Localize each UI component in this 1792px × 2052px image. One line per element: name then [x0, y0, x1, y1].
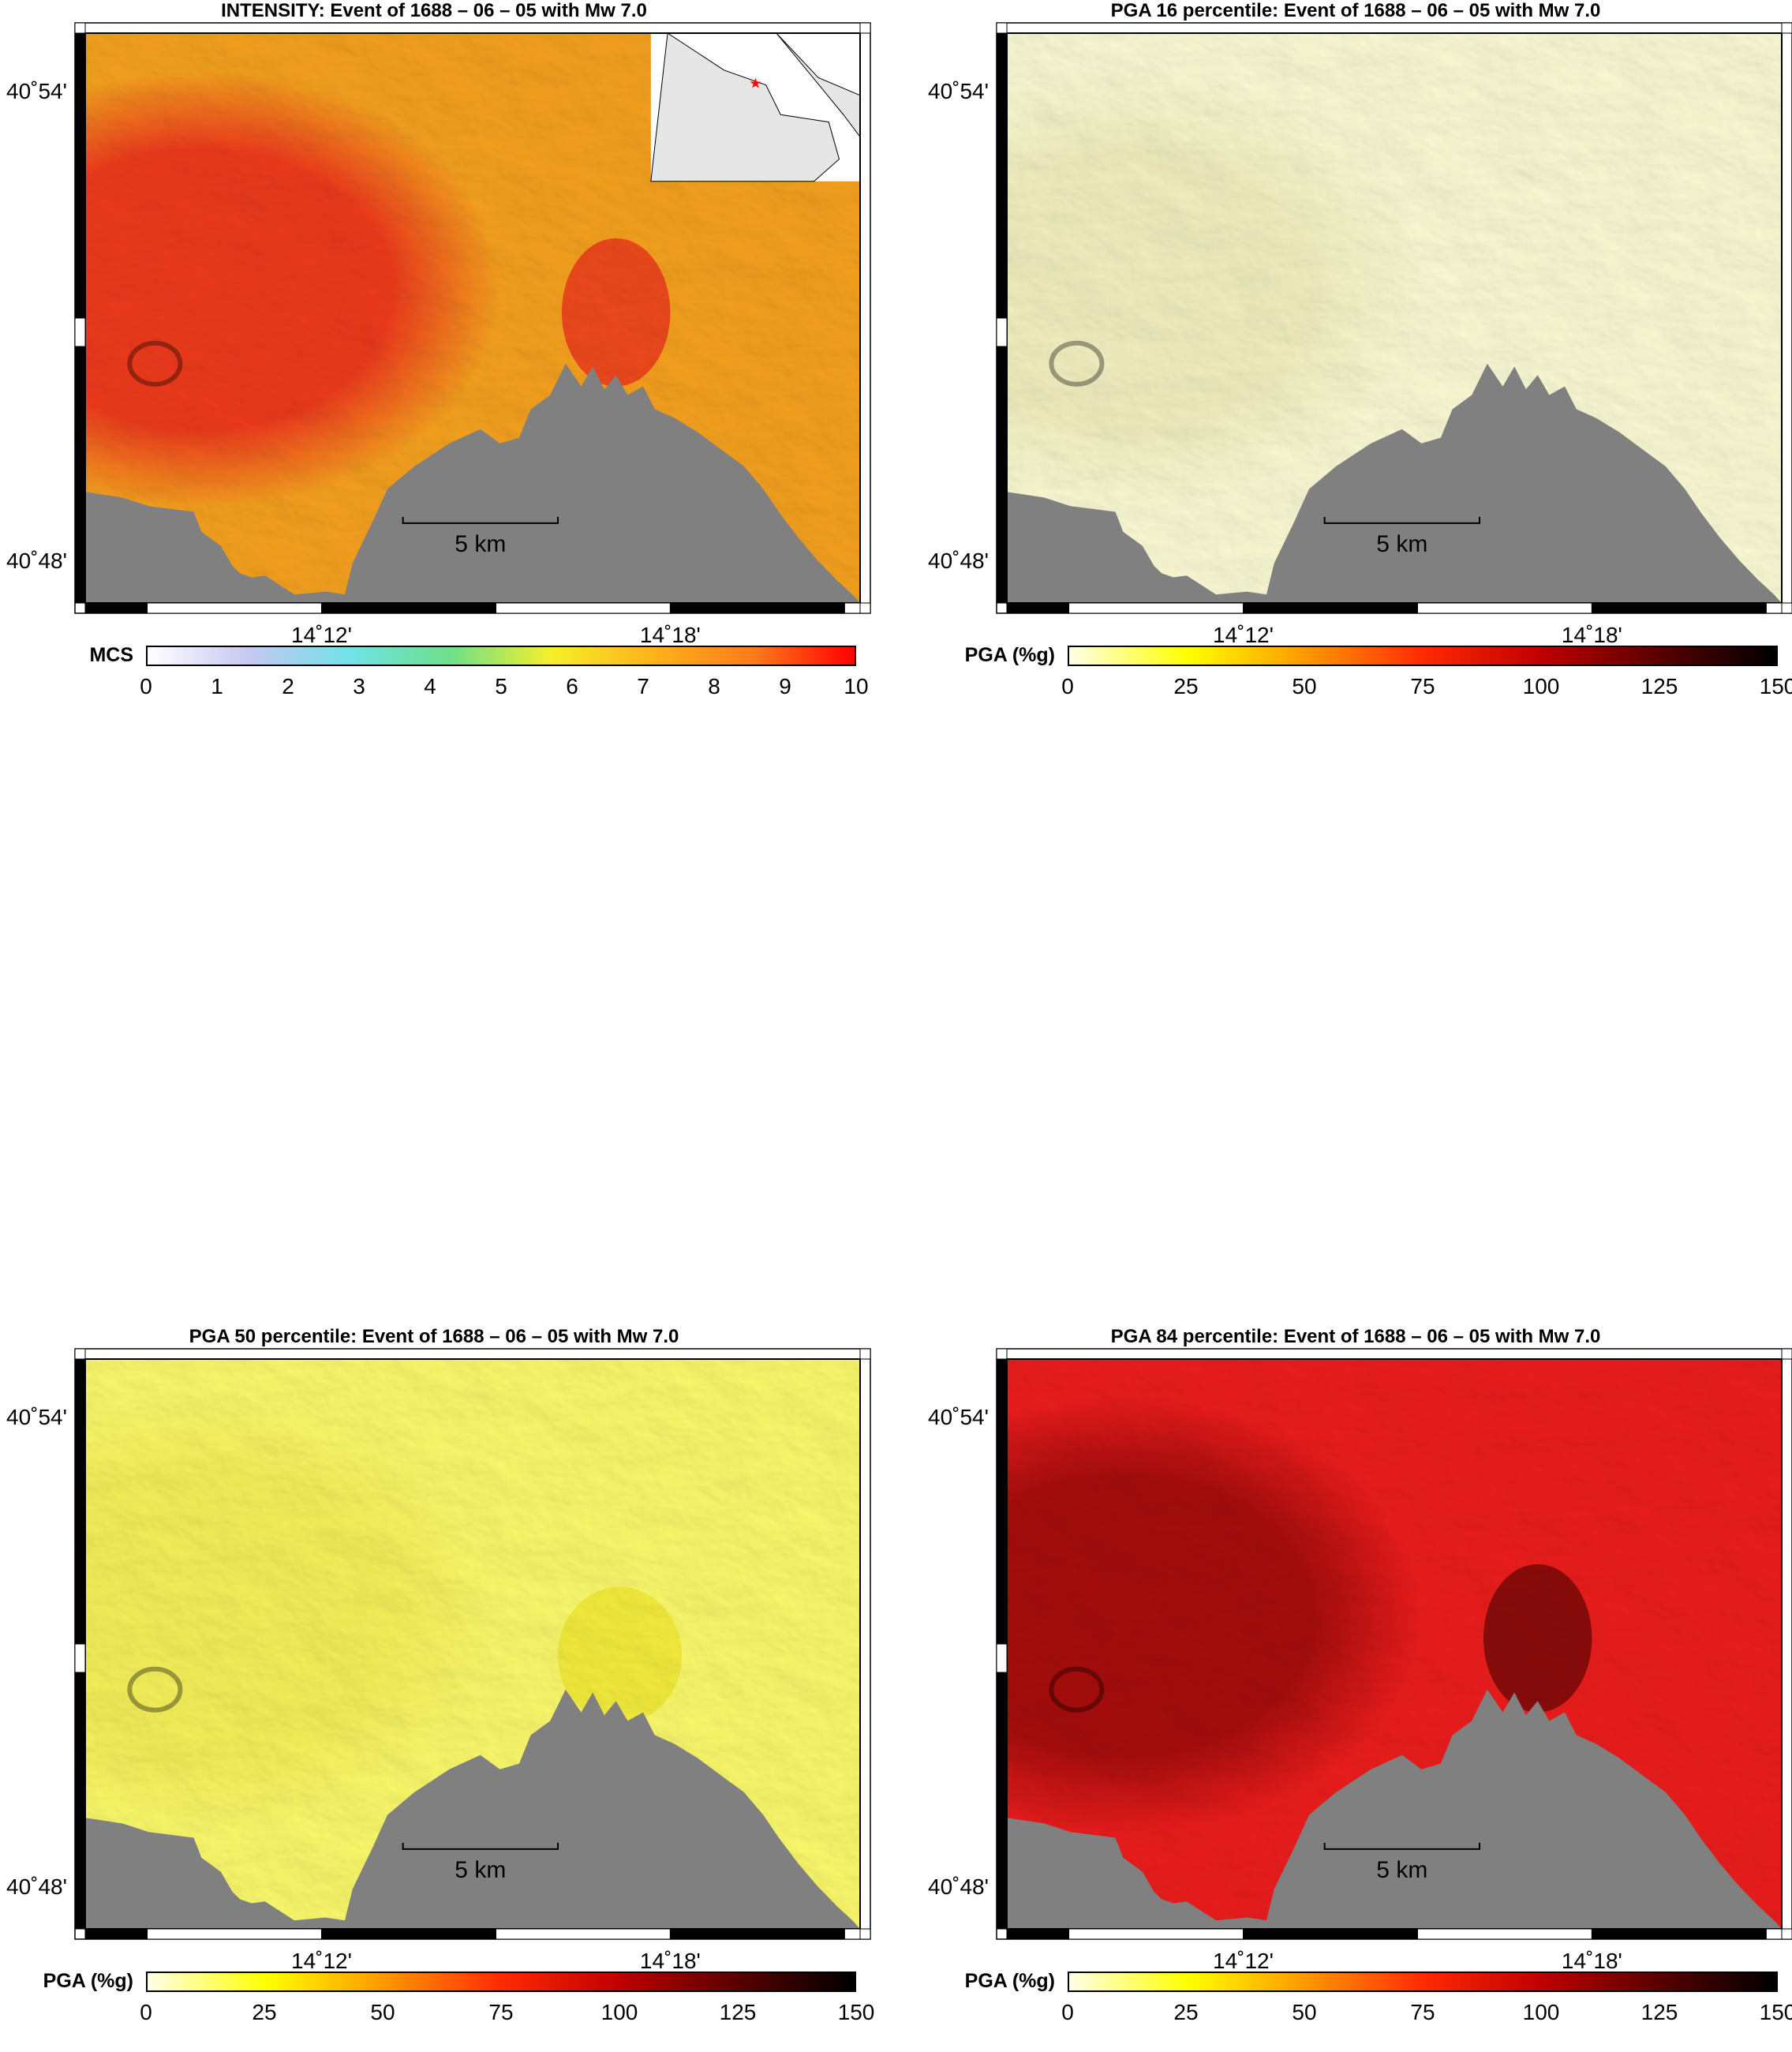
colorbar-tick-label: 100	[1522, 2000, 1560, 2024]
colorbar-tick-label: 75	[1410, 2000, 1435, 2024]
colorbar-tick-label: 100	[1522, 674, 1560, 698]
map-canvas	[996, 1348, 1792, 1940]
colorbar	[1068, 646, 1778, 666]
scale-bar-label: 5 km	[1376, 530, 1428, 557]
crater-rim	[127, 1666, 183, 1713]
colorbar-tick-label: 50	[1292, 2000, 1317, 2024]
map-canvas	[74, 1348, 871, 1940]
colorbar-tick-label: 125	[1640, 2000, 1678, 2024]
map-title: PGA 50 percentile: Event of 1688 – 06 – …	[189, 1326, 679, 1347]
latitude-label-north: 40˚54'	[6, 1404, 67, 1429]
longitude-label-west: 14˚12'	[291, 623, 352, 647]
map-panel-pga84: PGA 84 percentile: Event of 1688 – 06 – …	[922, 1326, 1792, 2052]
colorbar-tick-label: 0	[140, 674, 152, 698]
colorbar-tick-label: 25	[1173, 674, 1199, 698]
latitude-label-south: 40˚48'	[928, 1874, 989, 1900]
crater-rim	[127, 340, 183, 387]
scale-bar-label: 5 km	[455, 1856, 507, 1883]
colorbar-label: MCS	[89, 644, 133, 666]
colorbar	[1068, 1971, 1778, 1992]
colorbar-tick-label: 0	[1061, 2000, 1074, 2024]
colorbar-tick-label: 7	[637, 674, 649, 698]
colorbar-tick-label: 3	[353, 674, 365, 698]
longitude-label-west: 14˚12'	[291, 1949, 352, 1973]
colorbar-tick-label: 150	[1759, 2000, 1792, 2024]
colorbar-tick-label: 75	[488, 2000, 514, 2024]
colorbar-tick-label: 0	[140, 2000, 152, 2024]
scale-bar	[1323, 1842, 1481, 1850]
colorbar-tick-label: 100	[600, 2000, 638, 2024]
colorbar-tick-label: 150	[1759, 674, 1792, 698]
graticule-border	[74, 1348, 871, 1940]
colorbar-tick-label: 4	[424, 674, 436, 698]
graticule-border	[996, 1348, 1792, 1940]
colorbar-tick-label: 50	[370, 2000, 395, 2024]
colorbar-tick-label: 0	[1061, 674, 1074, 698]
crater-rim	[1049, 1666, 1105, 1713]
colorbar-label: PGA (%g)	[964, 1970, 1055, 1992]
colorbar-tick-label: 125	[1640, 674, 1678, 698]
colorbar-tick-label: 50	[1292, 674, 1317, 698]
crater-rim	[1049, 340, 1105, 387]
colorbar-label: PGA (%g)	[964, 644, 1055, 666]
map-canvas	[996, 22, 1792, 614]
longitude-label-east: 14˚18'	[639, 1949, 701, 1973]
graticule-border	[74, 22, 871, 614]
sea-area	[1007, 363, 1782, 603]
map-title: INTENSITY: Event of 1688 – 06 – 05 with …	[221, 0, 647, 21]
colorbar-tick-label: 75	[1410, 674, 1435, 698]
colorbar-tick-label: 125	[719, 2000, 757, 2024]
longitude-label-east: 14˚18'	[1561, 623, 1622, 647]
map-canvas: ★	[74, 22, 871, 614]
colorbar-tick-label: 25	[1173, 2000, 1199, 2024]
colorbar-label: PGA (%g)	[43, 1970, 133, 1992]
map-title: PGA 16 percentile: Event of 1688 – 06 – …	[1110, 0, 1601, 21]
scale-bar-label: 5 km	[455, 530, 507, 557]
colorbar	[146, 646, 856, 666]
latitude-label-south: 40˚48'	[928, 549, 989, 574]
map-title: PGA 84 percentile: Event of 1688 – 06 – …	[1110, 1326, 1601, 1347]
colorbar-tick-label: 1	[211, 674, 223, 698]
colorbar-tick-label: 10	[844, 674, 869, 698]
epicenter-star-icon: ★	[749, 75, 761, 91]
latitude-label-south: 40˚48'	[6, 549, 67, 574]
scale-bar	[402, 1842, 559, 1850]
colorbar-tick-label: 6	[566, 674, 578, 698]
scale-bar	[402, 516, 559, 524]
colorbar	[146, 1971, 856, 1992]
colorbar-tick-label: 9	[779, 674, 791, 698]
scale-bar	[1323, 516, 1481, 524]
graticule-border	[996, 22, 1792, 614]
map-panel-pga16: PGA 16 percentile: Event of 1688 – 06 – …	[922, 0, 1792, 726]
sea-area	[85, 363, 860, 603]
sea-area	[85, 1689, 860, 1929]
map-panel-intensity: INTENSITY: Event of 1688 – 06 – 05 with …	[0, 0, 871, 726]
colorbar-tick-label: 2	[282, 674, 294, 698]
colorbar-tick-label: 8	[708, 674, 720, 698]
longitude-label-west: 14˚12'	[1213, 623, 1274, 647]
colorbar-tick-label: 25	[252, 2000, 277, 2024]
longitude-label-east: 14˚18'	[1561, 1949, 1622, 1973]
colorbar-tick-label: 5	[495, 674, 507, 698]
scale-bar-label: 5 km	[1376, 1856, 1428, 1883]
colorbar-tick-label: 150	[837, 2000, 875, 2024]
map-panel-pga50: PGA 50 percentile: Event of 1688 – 06 – …	[0, 1326, 874, 2052]
latitude-label-south: 40˚48'	[6, 1874, 67, 1900]
longitude-label-east: 14˚18'	[639, 623, 701, 647]
latitude-label-north: 40˚54'	[6, 78, 67, 103]
latitude-label-north: 40˚54'	[928, 1404, 989, 1429]
longitude-label-west: 14˚12'	[1213, 1949, 1274, 1973]
latitude-label-north: 40˚54'	[928, 78, 989, 103]
inset-locator-map: ★	[650, 33, 860, 182]
sea-area	[1007, 1689, 1782, 1929]
